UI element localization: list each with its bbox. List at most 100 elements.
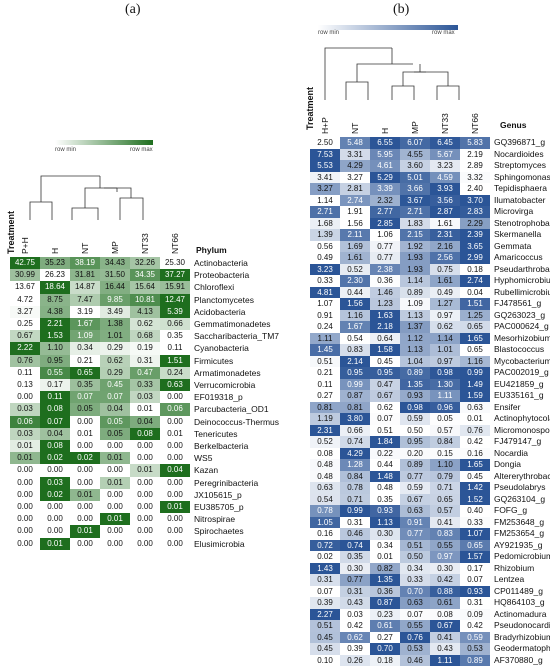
heatmap-cell: 2.74 [460, 275, 490, 287]
heatmap-cell: 0.63 [400, 597, 430, 609]
heatmap-cell: 3.23 [310, 263, 340, 275]
heatmap-cell: 0.39 [340, 643, 370, 655]
heatmap-cell: 0.62 [340, 631, 370, 643]
heatmap-cell: 1.14 [430, 332, 460, 344]
heatmap-cell: 31.81 [70, 269, 100, 282]
heatmap-cell: 0.01 [70, 427, 100, 440]
heatmap-cell: 0.88 [430, 585, 460, 597]
heatmap-cell: 0.00 [130, 440, 160, 453]
heatmap-cell: 3.31 [340, 148, 370, 160]
heatmap-cell: 0.51 [310, 620, 340, 632]
heatmap-cell: 1.56 [340, 217, 370, 229]
heatmap-cell: 1.06 [370, 229, 400, 241]
heatmap-cell: 0.59 [400, 482, 430, 494]
heatmap-cell: 1.07 [460, 528, 490, 540]
heatmap-cell: 0.63 [310, 482, 340, 494]
heatmap-cell: 0.02 [310, 551, 340, 563]
heatmap-cell: 0.26 [340, 654, 370, 666]
heatmap-cell: 3.70 [460, 194, 490, 206]
heatmap-cell: 42.75 [10, 257, 40, 270]
heatmap-cell: 1.11 [430, 390, 460, 402]
heatmap-cell: 0.04 [160, 464, 190, 477]
heatmap-cell: 0.07 [70, 391, 100, 404]
heatmap-cell: 1.38 [100, 318, 130, 331]
heatmap-cell: 0.65 [460, 539, 490, 551]
heatmap-cell: 0.31 [340, 516, 370, 528]
heatmap-cell: 0.01 [100, 513, 130, 526]
row-label: Nocardia [494, 447, 529, 458]
heatmap-cell: 0.09 [460, 608, 490, 620]
heatmap-cell: 0.74 [340, 539, 370, 551]
heatmap-cell: 0.00 [40, 513, 70, 526]
heatmap-cell: 0.31 [460, 597, 490, 609]
heatmap-cell: 16.44 [100, 281, 130, 294]
heatmap-cell: 0.78 [340, 482, 370, 494]
heatmap-cell: 0.29 [100, 342, 130, 355]
heatmap-cell: 1.51 [160, 354, 190, 367]
heatmap-cell: 0.49 [310, 252, 340, 264]
row-label: EU385705_p [194, 502, 244, 512]
heatmap-cell: 0.00 [130, 525, 160, 538]
heatmap-cell: 0.00 [160, 525, 190, 538]
heatmap-cell: 6.07 [400, 137, 430, 149]
heatmap-cell: 1.61 [340, 252, 370, 264]
heatmap-cell: 1.39 [310, 229, 340, 241]
row-label: Verrucomicrobia [194, 380, 256, 390]
heatmap-cell: 3.32 [460, 171, 490, 183]
row-label: EU335161_g [494, 390, 544, 400]
heatmap-cell: 0.34 [70, 342, 100, 355]
heatmap-cell: 0.48 [310, 459, 340, 471]
heatmap-cell: 2.38 [370, 263, 400, 275]
heatmap-cell: 0.96 [430, 401, 460, 413]
heatmap-cell: 0.06 [10, 415, 40, 428]
heatmap-cell: 0.93 [400, 390, 430, 402]
row-label: Pseudolabrys [494, 482, 546, 492]
heatmap-cell: 3.41 [310, 171, 340, 183]
heatmap-cell: 0.03 [340, 608, 370, 620]
heatmap-cell: 0.01 [460, 413, 490, 425]
heatmap-cell: 0.62 [130, 318, 160, 331]
heatmap-cell: 0.00 [40, 464, 70, 477]
heatmap-cell: 0.89 [400, 459, 430, 471]
heatmap-cell: 0.77 [370, 240, 400, 252]
heatmap-cell: 37.27 [160, 269, 190, 282]
heatmap-cell: 0.75 [430, 263, 460, 275]
column-label: NT66 [170, 233, 180, 254]
heatmap-cell: 10.81 [130, 293, 160, 306]
heatmap-cell: 1.56 [340, 298, 370, 310]
panel-b-legend-gradient [318, 25, 458, 30]
heatmap-cell: 0.00 [160, 537, 190, 550]
heatmap-cell: 0.33 [400, 574, 430, 586]
heatmap-cell: 1.91 [340, 206, 370, 218]
heatmap-cell: 0.77 [400, 470, 430, 482]
heatmap-cell: 0.00 [70, 440, 100, 453]
row-label: Pseudonocardia [494, 620, 550, 630]
heatmap-cell: 2.29 [460, 217, 490, 229]
heatmap-cell: 0.08 [40, 440, 70, 453]
row-label: Ensifer [494, 401, 521, 412]
heatmap-cell: 0.15 [430, 447, 460, 459]
heatmap-cell: 3.27 [10, 305, 40, 318]
row-label: Blastococcus [494, 344, 545, 354]
heatmap-cell: 0.97 [430, 309, 460, 321]
heatmap-cell: 0.07 [400, 608, 430, 620]
heatmap-cell: 1.51 [460, 298, 490, 310]
heatmap-cell: 4.81 [310, 286, 340, 298]
heatmap-cell: 0.01 [70, 525, 100, 538]
heatmap-cell: 0.67 [430, 620, 460, 632]
heatmap-cell: 2.40 [460, 183, 490, 195]
column-label: H [50, 247, 60, 254]
column-label: NT [350, 122, 360, 134]
heatmap-cell: 3.80 [340, 413, 370, 425]
heatmap-cell: 1.61 [430, 275, 460, 287]
heatmap-cell: 0.00 [70, 537, 100, 550]
heatmap-cell: 4.13 [130, 305, 160, 318]
heatmap-cell: 0.00 [70, 415, 100, 428]
heatmap-cell: 0.71 [430, 482, 460, 494]
heatmap-cell: 34.35 [130, 269, 160, 282]
heatmap-cell: 0.33 [310, 275, 340, 287]
heatmap-cell: 1.23 [370, 298, 400, 310]
heatmap-cell: 1.11 [310, 332, 340, 344]
heatmap-cell: 1.09 [70, 330, 100, 343]
heatmap-cell: 0.00 [10, 464, 40, 477]
